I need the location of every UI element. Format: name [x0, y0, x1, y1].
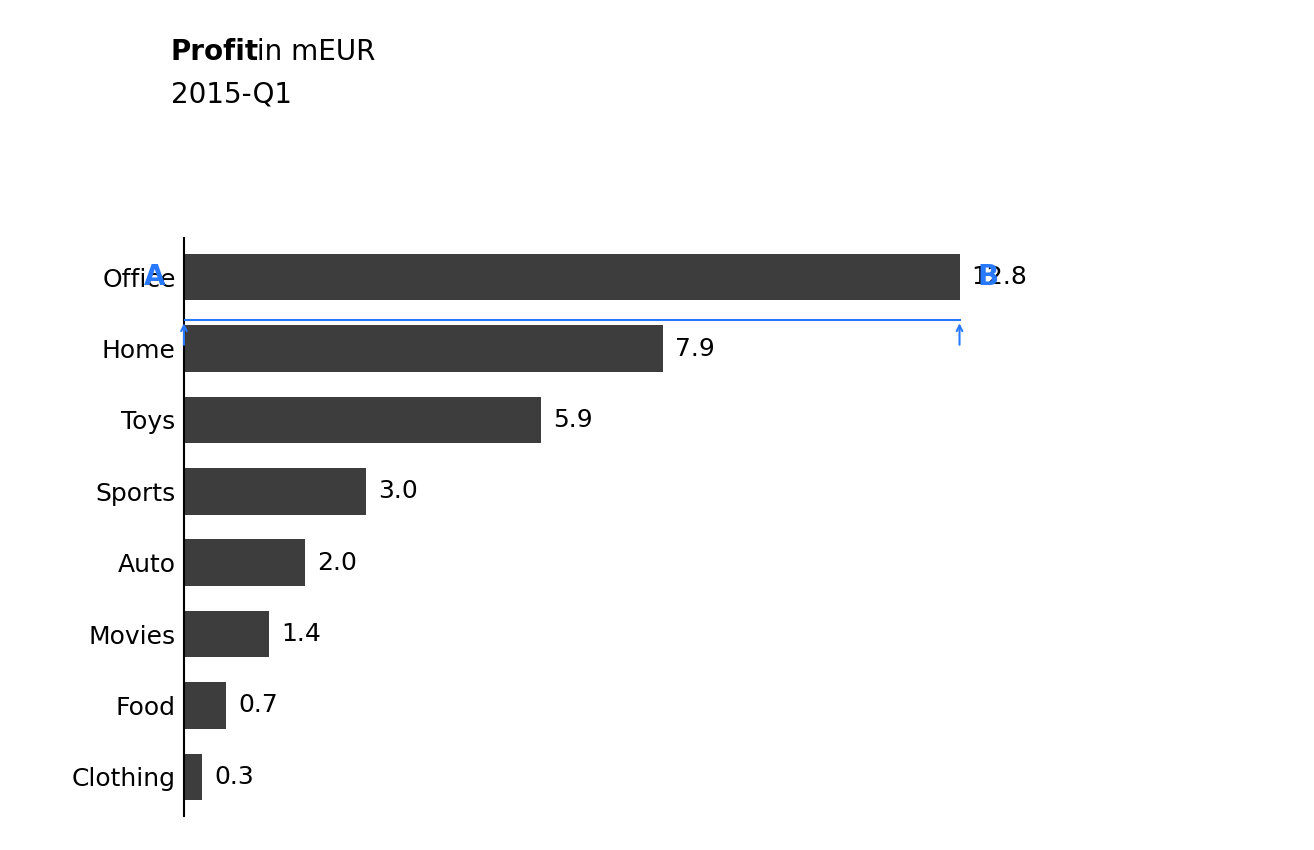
- Text: 0.7: 0.7: [238, 694, 279, 717]
- Text: in mEUR: in mEUR: [248, 38, 376, 66]
- Bar: [184, 611, 269, 657]
- Bar: [184, 683, 226, 728]
- Text: B: B: [978, 264, 999, 292]
- Text: 7.9: 7.9: [675, 337, 715, 360]
- Text: 5.9: 5.9: [553, 408, 593, 432]
- Text: 2.0: 2.0: [317, 551, 357, 575]
- Text: A: A: [145, 264, 166, 292]
- Text: Profit: Profit: [171, 38, 259, 66]
- Bar: [184, 468, 365, 514]
- Text: 12.8: 12.8: [971, 265, 1028, 289]
- Text: 3.0: 3.0: [378, 479, 418, 503]
- Bar: [184, 254, 959, 300]
- Text: 2015-Q1: 2015-Q1: [171, 81, 292, 109]
- Bar: [184, 540, 305, 586]
- Bar: [184, 326, 662, 371]
- Text: 1.4: 1.4: [281, 622, 321, 646]
- Bar: [184, 754, 202, 800]
- Bar: [184, 397, 541, 443]
- Text: 0.3: 0.3: [214, 765, 254, 789]
